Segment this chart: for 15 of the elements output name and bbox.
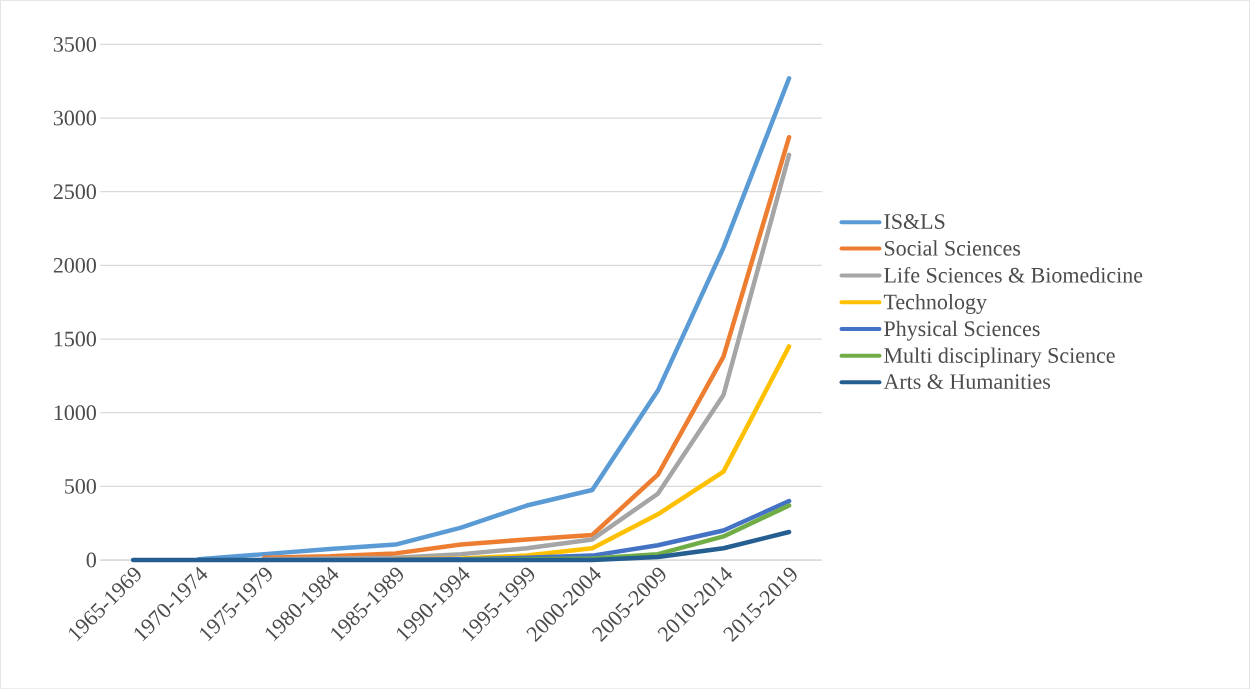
y-tick-label: 1500 <box>54 331 96 347</box>
legend-label: Multi disciplinary Science <box>884 347 1115 368</box>
y-tick-label: 2500 <box>53 184 96 199</box>
legend-label: Physical Sciences <box>884 320 1040 341</box>
y-tick-label: 500 <box>65 478 96 494</box>
legend-label: Technology <box>883 293 987 314</box>
legend-label: Life Sciences & Biomedicine <box>884 266 1143 283</box>
y-tick-label: 3500 <box>53 36 96 52</box>
y-tick-label: 1000 <box>54 405 96 420</box>
y-tick-label: 3000 <box>53 110 96 126</box>
legend-label: IS&LS <box>884 213 945 229</box>
legend-label: Arts & Humanities <box>883 374 1051 389</box>
legend-label: Social Sciences <box>884 240 1021 256</box>
y-tick-label: 2000 <box>53 257 96 273</box>
y-tick-label: 0 <box>86 552 96 568</box>
